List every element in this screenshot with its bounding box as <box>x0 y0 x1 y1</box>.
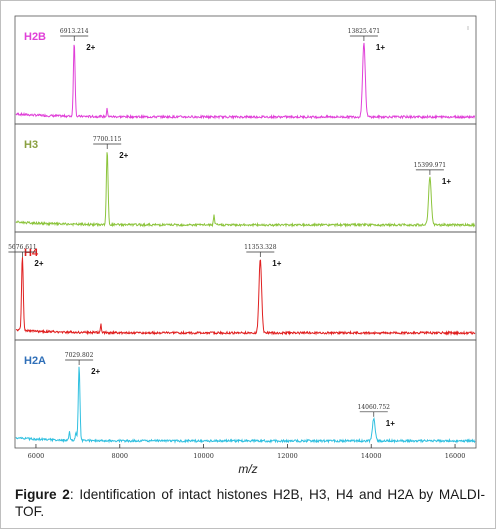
peak-mz-label: 15399.971 <box>414 162 446 169</box>
peak-mz-label: 14060.752 <box>358 404 391 411</box>
panel-label-h2a: H2A <box>24 355 46 367</box>
panel-border <box>14 123 477 233</box>
spectrum-line-h2b <box>15 42 476 120</box>
peak-mz-label: 5676.611 <box>8 244 37 251</box>
spectrum-line-h4 <box>15 257 476 336</box>
caption-text: : Identification of intact histones H2B,… <box>15 487 486 519</box>
peak-charge-label: 1+ <box>272 259 281 268</box>
peak-mz-label: 6913.214 <box>60 28 89 35</box>
panel-border <box>14 339 477 449</box>
peak-mz-label: 13825.471 <box>348 28 380 35</box>
peak-charge-label: 1+ <box>386 419 395 428</box>
x-tick-label: 12000 <box>277 452 298 460</box>
peak-mz-label: 7700.115 <box>93 136 122 143</box>
peak-mz-label: 7029.802 <box>65 352 94 359</box>
peak-mz-label: 11353.328 <box>244 244 277 251</box>
peak-charge-label: 2+ <box>34 259 43 268</box>
peak-charge-label: 2+ <box>91 367 100 376</box>
x-tick-label: 8000 <box>111 452 128 460</box>
peak-charge-label: 1+ <box>442 177 451 186</box>
x-tick-label: 6000 <box>28 452 45 460</box>
peak-charge-label: 2+ <box>119 151 128 160</box>
figure-caption: Figure 2: Identification of intact histo… <box>15 486 485 520</box>
peak-charge-label: 2+ <box>86 43 95 52</box>
peak-charge-label: 1+ <box>376 43 385 52</box>
x-tick-label: 16000 <box>445 452 466 460</box>
panel-label-h3: H3 <box>24 139 38 151</box>
spectrum-line-h3 <box>15 152 476 228</box>
caption-prefix: Figure 2 <box>15 487 70 502</box>
x-tick-label: 14000 <box>361 452 382 460</box>
x-axis-label: m/z <box>238 462 258 476</box>
panel-label-h2b: H2B <box>24 31 46 43</box>
spectrum-line-h2a <box>15 366 476 444</box>
panel-label-h4: H4 <box>24 247 39 259</box>
x-tick-label: 10000 <box>193 452 214 460</box>
